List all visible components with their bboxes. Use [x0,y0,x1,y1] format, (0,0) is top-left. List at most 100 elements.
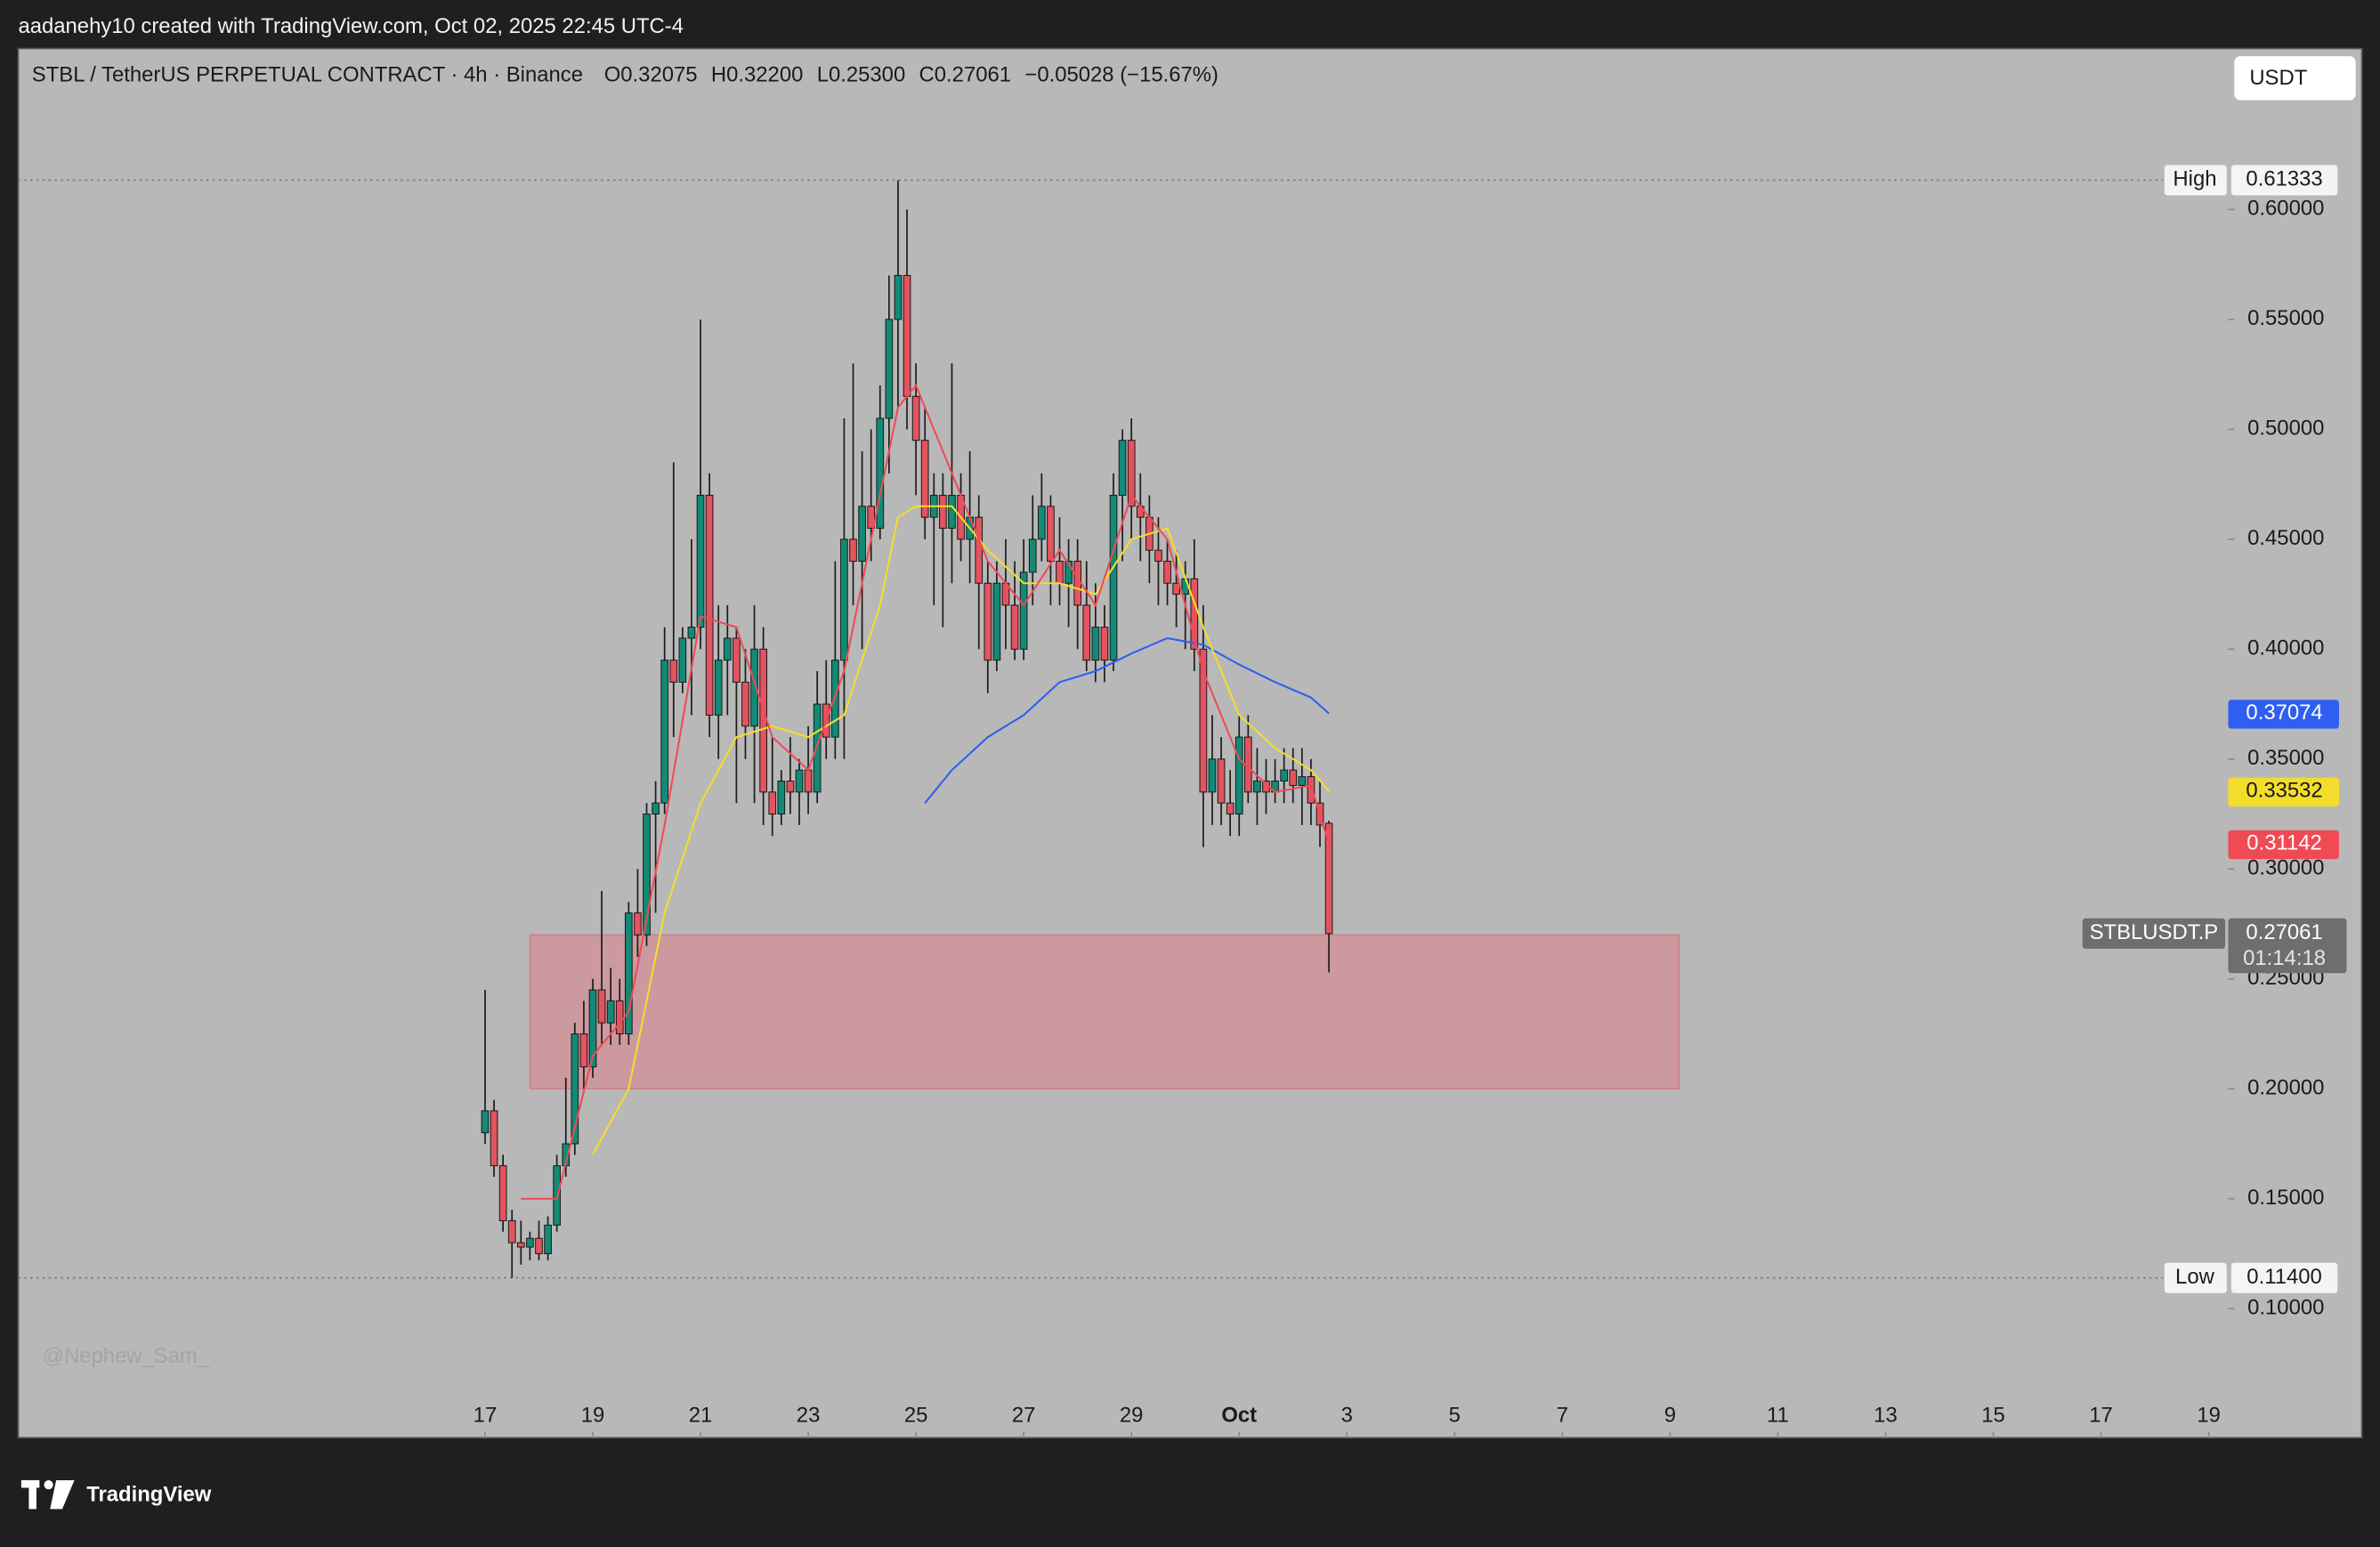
candle-body [759,648,767,793]
countdown: 01:14:18 [2243,946,2326,970]
candle-body [795,769,804,793]
candle-body [885,319,894,419]
brand: TradingView [86,1482,212,1506]
candle-body [1280,769,1289,782]
high-low-tag [2164,1262,2227,1293]
x-tick-label: 21 [689,1404,713,1428]
x-tick-label: 13 [1874,1404,1898,1428]
candle-body [1091,627,1100,661]
symbol-name: STBLUSDT.P [2090,920,2219,944]
candle-body [1208,758,1217,793]
candle-body [1235,736,1243,815]
candle-body [625,912,633,1035]
ma-value: 0.37074 [2246,701,2322,725]
candle-body [606,1000,615,1024]
candle-body [741,681,749,727]
ma-value: 0.33532 [2246,778,2322,802]
candle-body [1010,604,1019,650]
candle-body [1056,561,1064,584]
last-price: 0.27061 [2246,920,2322,944]
y-tick-label: 0.50000 [2247,417,2324,441]
candle-body [858,506,866,563]
candle-body [786,780,795,793]
y-tick-label: 0.20000 [2247,1076,2324,1100]
candle-body [579,1033,588,1068]
logo-shape [50,1479,75,1510]
moving-average [521,383,1331,1200]
candle-body [687,627,696,639]
candle-body [723,637,732,661]
candle-body [876,417,885,529]
candle-body [1163,561,1171,584]
high-low-value-box [2230,165,2338,196]
y-tick-label: 0.40000 [2247,636,2324,660]
ma-value-box [2228,700,2339,729]
candle-body [1226,802,1235,815]
high-low-value: 0.61333 [2246,167,2322,191]
moving-average [924,636,1330,804]
x-tick-label: 25 [904,1404,928,1428]
candle-body [526,1237,534,1248]
symbol-tag [2082,918,2226,949]
candle-body [1037,506,1046,540]
candle-body [1298,776,1307,786]
candle-body [516,1242,525,1248]
y-tick-label: 0.10000 [2247,1296,2324,1320]
brand-logo [20,1479,75,1510]
currency-button[interactable] [2234,56,2356,101]
watermark: @Nephew_Sam_ [43,1344,210,1368]
ohlc-value: L0.25300 [817,63,906,87]
candle-body [588,989,597,1068]
candle-body [867,506,876,529]
ohlc-value: C0.27061 [919,63,1011,87]
currency-button-label[interactable]: USDT [2249,66,2307,90]
candle-body [615,1000,624,1035]
candle-body [1253,780,1261,793]
x-tick-label: 3 [1341,1404,1353,1428]
zone [529,934,1680,1090]
candle-body [903,274,911,397]
ohlc-value: −0.05028 (−15.67%) [1024,63,1218,87]
candle-body [1028,539,1037,573]
ma-value-box [2228,830,2339,860]
high-low-tag [2164,165,2227,196]
candle-body [1047,506,1055,563]
x-tick-label: 17 [474,1404,498,1428]
y-tick-label: 0.60000 [2247,197,2324,221]
x-tick-label: Oct [1221,1404,1257,1428]
y-tick-label: 0.15000 [2247,1186,2324,1210]
ohlc-legend: O0.32075 H0.32200 L0.25300 C0.27061 −0.05028… [604,63,1218,87]
x-tick-label: 5 [1449,1404,1461,1428]
candle-body [975,516,984,584]
y-tick-label: 0.55000 [2247,306,2324,330]
candle-body [705,494,714,716]
x-tick-label: 17 [2089,1404,2113,1428]
high-low-name: High [2173,167,2216,191]
candle-body [535,1237,543,1254]
x-tick-label: 11 [1767,1404,1789,1428]
candle-body [571,1033,579,1145]
y-tick-label: 0.35000 [2247,746,2324,770]
candle-body [1109,494,1118,661]
candle-body [634,912,642,935]
candle-body [1100,627,1109,661]
candle-body [1127,440,1136,507]
candle-body [750,648,758,727]
high-low-value: 0.11400 [2246,1265,2321,1289]
logo-shape [44,1479,53,1490]
candle-body [1154,549,1162,563]
plot-panel [17,47,2363,1439]
candle-body [1065,561,1073,584]
candle-body [1172,582,1180,595]
high-low-value-box [2230,1262,2338,1293]
last-price-box [2228,918,2347,974]
chart-title: STBL / TetherUS PERPETUAL CONTRACT · 4h … [32,63,583,87]
ohlc-value: H0.32200 [711,63,803,87]
candle-body [733,637,741,683]
credit: aadanehy10 created with TradingView.com,… [18,14,684,38]
candle-body [1019,571,1028,650]
candle-body [1199,648,1208,793]
candle-body [643,814,651,935]
